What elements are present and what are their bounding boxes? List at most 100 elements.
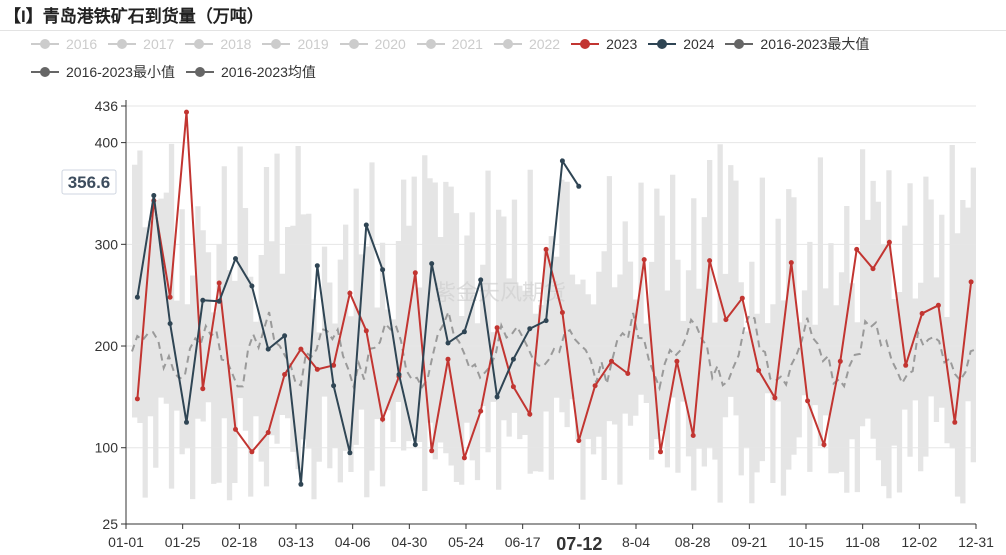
data-point-2023[interactable]: [658, 449, 663, 455]
legend-item-2016-2023均值[interactable]: 2016-2023均值: [185, 62, 316, 82]
data-point-2023[interactable]: [707, 258, 713, 264]
data-point-2024[interactable]: [576, 183, 582, 189]
data-point-2023[interactable]: [429, 448, 435, 454]
data-point-2023[interactable]: [756, 367, 762, 373]
data-point-2024[interactable]: [298, 481, 304, 487]
data-point-2023[interactable]: [690, 433, 696, 438]
data-point-2023[interactable]: [200, 386, 206, 392]
legend-item-2019[interactable]: 2019: [261, 34, 329, 54]
data-point-2023[interactable]: [935, 302, 941, 308]
data-point-2024[interactable]: [134, 294, 140, 300]
data-point-2023[interactable]: [445, 356, 451, 362]
data-point-2024[interactable]: [200, 297, 206, 303]
data-point-2024[interactable]: [347, 450, 353, 456]
data-point-2023[interactable]: [134, 396, 140, 402]
data-point-2023[interactable]: [298, 346, 304, 352]
y-tick-label: 25: [102, 516, 118, 532]
x-tick-label: 04-30: [391, 534, 427, 550]
data-point-2024[interactable]: [282, 333, 288, 339]
data-point-2024[interactable]: [249, 283, 255, 289]
legend-item-2021[interactable]: 2021: [416, 34, 483, 54]
data-point-2023[interactable]: [919, 311, 925, 316]
data-point-2024[interactable]: [429, 261, 435, 267]
range-band: [132, 143, 976, 504]
legend-item-2022[interactable]: 2022: [493, 34, 560, 54]
data-point-2023[interactable]: [559, 310, 565, 315]
data-point-2023[interactable]: [821, 442, 827, 448]
data-point-2023[interactable]: [216, 280, 222, 286]
legend-item-2016-2023最大值[interactable]: 2016-2023最大值: [724, 34, 869, 54]
data-point-2023[interactable]: [461, 455, 467, 461]
legend-label: 2016: [66, 36, 98, 52]
data-point-2024[interactable]: [396, 372, 402, 377]
data-point-2024[interactable]: [363, 222, 369, 228]
legend-marker-icon: [185, 39, 214, 49]
x-tick-label: 12-02: [901, 534, 937, 550]
data-point-2023[interactable]: [625, 371, 631, 376]
legend-item-2024[interactable]: 2024: [647, 34, 714, 54]
data-point-2023[interactable]: [903, 362, 909, 368]
data-point-2024[interactable]: [527, 326, 533, 332]
data-point-2023[interactable]: [167, 294, 173, 300]
data-point-2023[interactable]: [527, 411, 533, 417]
data-point-2024[interactable]: [314, 263, 320, 269]
y-tick-label: 200: [95, 338, 119, 354]
data-point-2024[interactable]: [543, 318, 549, 324]
data-point-2024[interactable]: [412, 442, 418, 448]
legend-item-2016[interactable]: 2016: [30, 34, 97, 54]
data-point-2023[interactable]: [331, 362, 337, 368]
data-point-2023[interactable]: [510, 384, 516, 390]
legend-item-2020[interactable]: 2020: [339, 34, 406, 54]
data-point-2024[interactable]: [559, 158, 565, 164]
data-point-2023[interactable]: [576, 438, 582, 444]
data-point-2024[interactable]: [494, 394, 500, 400]
data-point-2024[interactable]: [331, 383, 337, 389]
data-point-2023[interactable]: [723, 317, 729, 323]
data-point-2023[interactable]: [609, 358, 614, 364]
data-point-2023[interactable]: [184, 109, 189, 115]
data-point-2023[interactable]: [380, 416, 386, 422]
data-point-2023[interactable]: [592, 383, 598, 389]
legend-marker-icon: [571, 39, 600, 49]
data-point-2023[interactable]: [314, 366, 320, 372]
data-point-2023[interactable]: [233, 426, 238, 432]
data-point-2024[interactable]: [167, 321, 173, 327]
data-point-2024[interactable]: [510, 356, 516, 362]
data-point-2023[interactable]: [674, 358, 680, 364]
data-point-2023[interactable]: [363, 328, 369, 334]
x-tick-label: 01-25: [165, 534, 201, 550]
data-point-2023[interactable]: [772, 395, 778, 401]
legend-item-2016-2023最小值[interactable]: 2016-2023最小值: [30, 62, 175, 82]
data-point-2023[interactable]: [641, 257, 647, 263]
data-point-2024[interactable]: [478, 277, 484, 283]
data-point-2024[interactable]: [216, 298, 222, 304]
legend-marker-icon: [108, 39, 137, 49]
data-point-2023[interactable]: [805, 398, 811, 404]
data-point-2024[interactable]: [445, 340, 451, 346]
data-point-2023[interactable]: [265, 430, 271, 435]
data-point-2023[interactable]: [282, 372, 288, 377]
data-point-2023[interactable]: [347, 290, 353, 296]
data-point-2024[interactable]: [184, 419, 189, 425]
legend-item-2018[interactable]: 2018: [184, 34, 251, 54]
data-point-2023[interactable]: [494, 325, 500, 331]
data-point-2023[interactable]: [412, 270, 418, 276]
legend-item-2023[interactable]: 2023: [570, 34, 637, 54]
data-point-2023[interactable]: [968, 279, 974, 285]
data-point-2023[interactable]: [837, 358, 843, 364]
data-point-2024[interactable]: [151, 193, 157, 198]
data-point-2024[interactable]: [380, 267, 386, 273]
data-point-2024[interactable]: [265, 346, 271, 352]
legend-item-2017[interactable]: 2017: [107, 34, 174, 54]
data-point-2023[interactable]: [739, 295, 745, 301]
data-point-2024[interactable]: [461, 329, 467, 335]
data-point-2023[interactable]: [543, 246, 549, 252]
data-point-2023[interactable]: [249, 449, 255, 455]
data-point-2023[interactable]: [870, 266, 876, 272]
data-point-2023[interactable]: [788, 260, 794, 266]
data-point-2023[interactable]: [478, 408, 484, 414]
data-point-2023[interactable]: [886, 239, 892, 245]
data-point-2023[interactable]: [854, 246, 860, 252]
data-point-2024[interactable]: [233, 256, 238, 262]
data-point-2023[interactable]: [952, 419, 958, 425]
